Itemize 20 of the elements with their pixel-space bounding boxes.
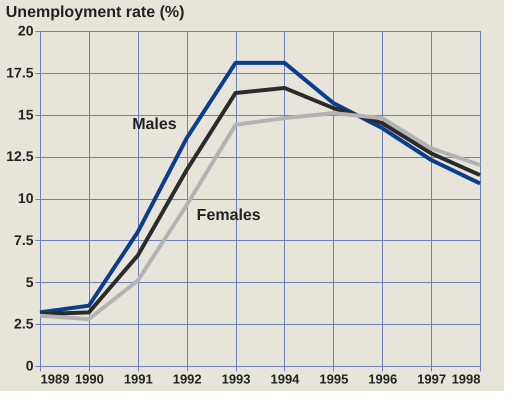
- y-tick-label: 5: [26, 274, 34, 290]
- x-tick-label: 1995: [319, 372, 348, 386]
- x-tick-label: 1997: [417, 372, 446, 386]
- y-tick-label: 7.5: [14, 232, 34, 248]
- x-tick-label: 1992: [172, 372, 202, 386]
- y-tick-label: 20: [18, 22, 34, 38]
- chart-title: Unemployment rate (%): [6, 4, 184, 21]
- x-tick-label: 1996: [368, 372, 398, 386]
- x-tick-label: 1990: [74, 372, 104, 386]
- x-tick-label: 1991: [124, 372, 153, 386]
- y-tick-label: 10: [18, 190, 34, 206]
- y-tick-label: 12.5: [6, 148, 34, 164]
- x-tick-label: 1993: [222, 372, 251, 386]
- y-tick-label: 17.5: [6, 64, 34, 80]
- y-tick-label: 15: [18, 106, 34, 122]
- y-tick-label: 2.5: [14, 316, 34, 332]
- x-tick-label: 1989: [40, 372, 70, 386]
- y-tick-label: 0: [26, 358, 34, 374]
- x-tick-label: 1994: [270, 372, 300, 386]
- x-tick-label: 1998: [452, 372, 480, 386]
